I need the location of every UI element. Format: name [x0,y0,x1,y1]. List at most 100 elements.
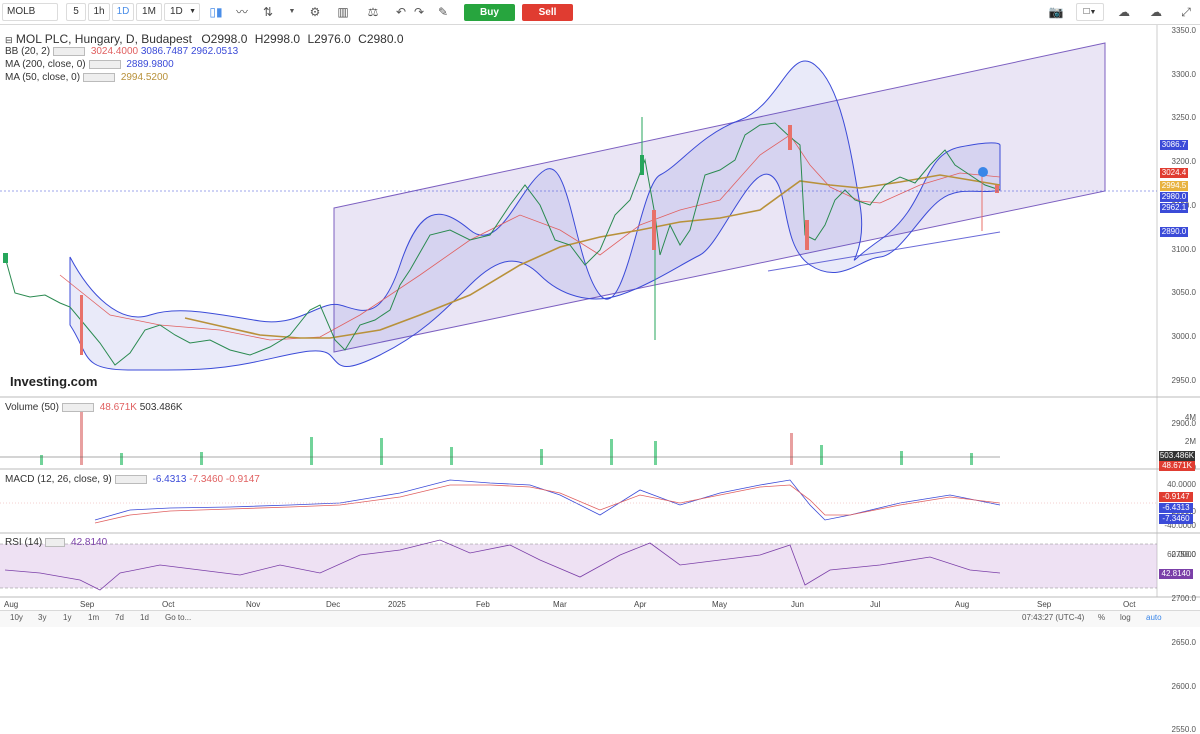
rsi-legend: RSI (14) 42.8140 [5,537,107,548]
bb-top-tag: 3086.7 [1160,140,1188,150]
interval-dropdown[interactable]: 1D ▼ [164,3,200,21]
time-axis-label: May [712,600,728,609]
time-axis-label: Sep [1037,600,1052,609]
percent-toggle[interactable]: % [1098,613,1106,622]
legend-buttons[interactable] [114,474,147,484]
legend-buttons[interactable] [61,402,94,412]
macd-axis-top: 40.0000 [1167,480,1196,489]
camera-icon[interactable]: 📷 [1048,5,1064,19]
buy-button[interactable]: Buy [464,4,515,21]
line-chart-icon[interactable]: 〰 [235,5,248,19]
candles-icon[interactable]: ▯▮ [209,5,223,19]
drawing-icon[interactable]: ✎ [437,5,449,19]
trend-line-lower[interactable] [767,231,1001,272]
candles [3,117,999,355]
compare-icon[interactable]: ▥ [337,5,349,19]
range-10y-button[interactable]: 10y [10,613,23,622]
time-axis-label: Sep [80,600,95,609]
undo-icon[interactable]: ↶ [395,5,407,19]
legend-buttons[interactable] [88,59,121,69]
interval-1m-button[interactable]: 1M [136,3,162,21]
bb-value-2: 3086.7487 [140,46,189,57]
time-axis-label: Apr [634,600,647,609]
cloud-upload-icon[interactable]: ☁ [1150,5,1162,19]
auto-toggle[interactable]: auto [1146,613,1162,622]
price-axis-label: 2700.0 [1171,594,1196,604]
indicators-icon[interactable]: ⇅ [262,5,274,19]
price-axis-label: 3050.0 [1171,288,1196,298]
price-axis-label: 2900.0 [1171,419,1196,429]
range-7d-button[interactable]: 7d [115,613,124,622]
time-axis-label: Feb [476,600,490,609]
bb-low-tag: 2962.1 [1160,203,1188,213]
collapse-icon[interactable]: ⊟ [5,35,13,45]
log-toggle[interactable]: log [1120,613,1131,622]
chevron-down-icon[interactable]: ▼ [288,8,296,15]
volume-legend: Volume (50) 48.671K 503.486K [5,402,183,413]
investing-logo: Investing.com [10,374,98,389]
price-axis-label: 2650.0 [1171,637,1196,647]
ma200-line [59,134,1001,341]
chart-title-row: ⊟ MOL PLC, Hungary, D, Budapest O2998.0 … [5,32,404,46]
pin-icon[interactable] [978,167,988,177]
range-1d-button[interactable]: 1d [140,613,149,622]
rsi-axis-60: 60.0000 [1167,550,1196,559]
time-axis-label: Jun [791,600,804,609]
rsi-line [4,539,1001,591]
chart-canvas[interactable] [0,25,1200,610]
rsi-value: 42.8140 [71,537,108,548]
legend-buttons[interactable] [53,46,86,56]
volume-value-2: 503.486K [139,402,183,413]
scale-icon[interactable]: ⚖ [367,5,379,19]
price-series [4,122,1001,366]
price-axis-label: 3300.0 [1171,69,1196,79]
volume-tag-2: 48.671K [1159,461,1195,471]
chevron-down-icon: ▼ [189,8,196,15]
rsi-label: RSI (14) [5,537,43,548]
interval-1d-button[interactable]: 1D [112,3,134,21]
macd-tag-2: -6.4313 [1159,503,1193,513]
ma50-value: 2994.5200 [120,72,169,83]
price-axis-label: 2600.0 [1171,681,1196,691]
time-axis-label: 2025 [388,600,406,609]
fullscreen-icon[interactable]: ⤢ [1181,5,1191,19]
ma50-line [184,174,1001,339]
time-axis-label: Dec [326,600,341,609]
chart-title: MOL PLC, Hungary, D, Budapest [15,32,192,46]
legend-buttons[interactable] [83,72,116,82]
bb-mid-tag: 3024.4 [1160,168,1188,178]
volume-label: Volume (50) [5,402,59,413]
time-axis-label: Oct [162,600,175,609]
bb-label: BB (20, 2) [5,46,51,57]
symbol-input[interactable]: MOLB [2,3,58,21]
price-axis-label: 3250.0 [1171,113,1196,123]
interval-1h-button[interactable]: 1h [88,3,110,21]
ma200-tag: 2890.0 [1160,227,1188,237]
ma200-label: MA (200, close, 0) [5,59,86,70]
range-3y-button[interactable]: 3y [38,613,47,622]
macd-value-3: -0.9147 [225,474,260,485]
legend-buttons[interactable] [45,537,66,547]
gear-icon[interactable]: ⚙ [309,5,321,19]
goto-button[interactable]: Go to... [165,613,192,622]
ma200-value: 2889.9800 [126,59,174,70]
macd-tag-1: -0.9147 [1159,492,1193,502]
range-1m-button[interactable]: 1m [88,613,100,622]
time-axis-label: Aug [4,600,19,609]
macd-axis-bottom: -40.0000 [1164,521,1196,530]
ma50-label: MA (50, close, 0) [5,72,81,83]
cloud-icon[interactable]: ☁ [1118,5,1130,19]
range-1y-button[interactable]: 1y [63,613,72,622]
price-axis-label: 3200.0 [1171,157,1196,167]
toolbar: MOLB 5 1h 1D 1M 1D ▼ ▯▮ 〰 ⇅ ▼ ⚙ ▥ ⚖ ↶ ↷ ✎… [0,0,1200,25]
redo-icon[interactable]: ↷ [413,5,425,19]
low-value: L2976.0 [307,32,351,46]
rsi-tag: 42.8140 [1159,569,1193,579]
price-axis-label: 3100.0 [1171,244,1196,254]
open-value: O2998.0 [201,32,248,46]
sell-button[interactable]: Sell [522,4,573,21]
high-value: H2998.0 [254,32,301,46]
color-picker[interactable]: □▼ [1076,3,1104,21]
interval-5-button[interactable]: 5 [66,3,86,21]
bb-value-1: 3024.4000 [90,46,139,57]
